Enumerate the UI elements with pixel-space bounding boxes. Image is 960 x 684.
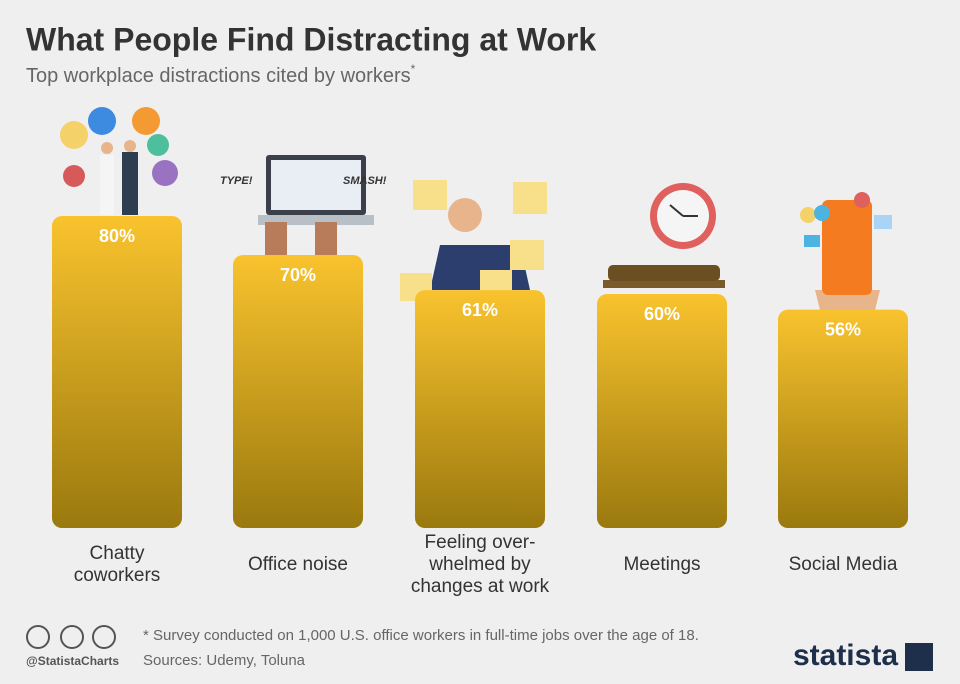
chart-subtitle: Top workplace distractions cited by work… <box>26 62 416 87</box>
illustration-chatty <box>60 107 178 215</box>
bar <box>597 294 727 528</box>
handle: @StatistaCharts <box>26 654 119 668</box>
subtitle-text: Top workplace distractions cited by work… <box>26 65 411 87</box>
category-label: Meetings <box>577 515 747 615</box>
bar <box>415 290 545 528</box>
value-label: 70% <box>280 265 316 285</box>
illustration-social <box>800 192 892 310</box>
category-text: Office noise <box>248 554 348 575</box>
bar <box>233 255 363 528</box>
illustration-overwhelmed <box>400 180 547 301</box>
brand-mark <box>905 643 933 671</box>
illustration-noise: TYPE! SMASH! <box>220 155 387 257</box>
category-label: Feeling over-whelmed by changes at work <box>395 515 565 615</box>
sources: Sources: Udemy, Toluna <box>143 652 306 669</box>
chart-title: What People Find Distracting at Work <box>26 21 596 57</box>
value-label: 61% <box>462 300 498 320</box>
category-label: Office noise <box>213 515 383 615</box>
bar <box>52 216 182 528</box>
value-label: 60% <box>644 304 680 324</box>
value-label: 56% <box>825 319 861 339</box>
bar <box>778 309 908 528</box>
category-label: Social Media <box>758 515 928 615</box>
category-text: Feeling over-whelmed by changes at work <box>410 532 550 597</box>
svg-text:SMASH!: SMASH! <box>343 175 387 187</box>
license-icons <box>26 625 116 649</box>
illustration-meetings <box>603 183 725 288</box>
category-label: Chatty coworkers <box>32 515 202 615</box>
category-text: Social Media <box>788 554 898 575</box>
svg-text:TYPE!: TYPE! <box>220 175 253 187</box>
subtitle-marker: * <box>411 62 416 76</box>
category-text: Meetings <box>623 554 701 575</box>
value-label: 80% <box>99 226 135 246</box>
footnote: * Survey conducted on 1,000 U.S. office … <box>143 627 699 644</box>
brand: statista <box>793 639 898 672</box>
category-text: Chatty coworkers <box>73 543 161 586</box>
